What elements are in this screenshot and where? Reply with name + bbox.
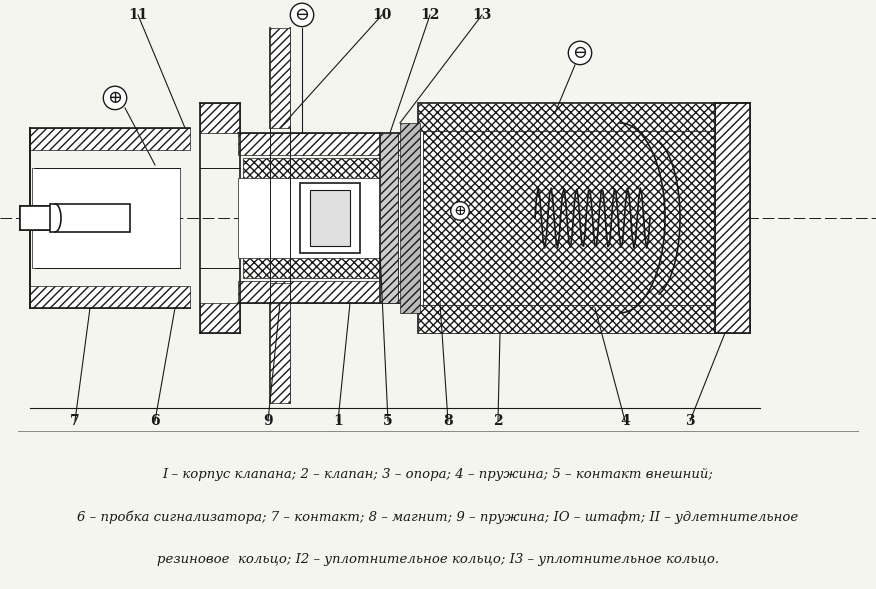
Text: ⊖: ⊖ xyxy=(572,44,588,62)
Bar xyxy=(270,28,290,128)
Text: 13: 13 xyxy=(472,8,491,22)
Bar xyxy=(30,128,190,150)
Bar xyxy=(32,168,180,268)
Text: 2: 2 xyxy=(493,414,503,428)
Bar xyxy=(418,103,715,131)
Text: 11: 11 xyxy=(128,8,148,22)
Text: 4: 4 xyxy=(620,414,630,428)
Bar xyxy=(270,281,290,283)
Text: 5: 5 xyxy=(383,414,392,428)
Text: резиновое  кольцо; I2 – уплотнительное кольцо; I3 – уплотнительное кольцо.: резиновое кольцо; I2 – уплотнительное ко… xyxy=(157,552,719,565)
Bar xyxy=(238,178,420,258)
Text: I – корпус клапана; 2 – клапан; 3 – опора; 4 – пружина; 5 – контакт внешний;: I – корпус клапана; 2 – клапан; 3 – опор… xyxy=(163,468,713,481)
Text: 8: 8 xyxy=(443,414,453,428)
Bar xyxy=(200,103,240,133)
Bar xyxy=(20,206,90,230)
Bar xyxy=(715,103,750,333)
Bar xyxy=(50,204,130,232)
Bar xyxy=(243,158,380,278)
Text: 7: 7 xyxy=(70,414,80,428)
Bar xyxy=(238,133,420,155)
Bar xyxy=(270,303,290,403)
Bar xyxy=(400,123,420,313)
Bar xyxy=(300,183,360,253)
Text: 6: 6 xyxy=(150,414,159,428)
Bar xyxy=(418,305,715,333)
Text: 10: 10 xyxy=(372,8,392,22)
Bar xyxy=(30,286,190,308)
Text: ⊖: ⊖ xyxy=(294,6,309,24)
Bar xyxy=(310,190,350,246)
Bar xyxy=(380,133,398,303)
Bar xyxy=(423,131,710,305)
Text: 1: 1 xyxy=(333,414,343,428)
Text: ⊕: ⊕ xyxy=(108,89,123,107)
Bar xyxy=(423,131,715,305)
Text: ⊕: ⊕ xyxy=(454,204,466,218)
Text: 3: 3 xyxy=(685,414,695,428)
Bar xyxy=(418,103,750,333)
Text: 12: 12 xyxy=(420,8,440,22)
Bar xyxy=(238,281,420,303)
Text: 9: 9 xyxy=(263,414,272,428)
Bar xyxy=(200,303,240,333)
Text: 6 – пробка сигнализатора; 7 – контакт; 8 – магнит; 9 – пружина; IO – штафт; II –: 6 – пробка сигнализатора; 7 – контакт; 8… xyxy=(77,510,799,524)
